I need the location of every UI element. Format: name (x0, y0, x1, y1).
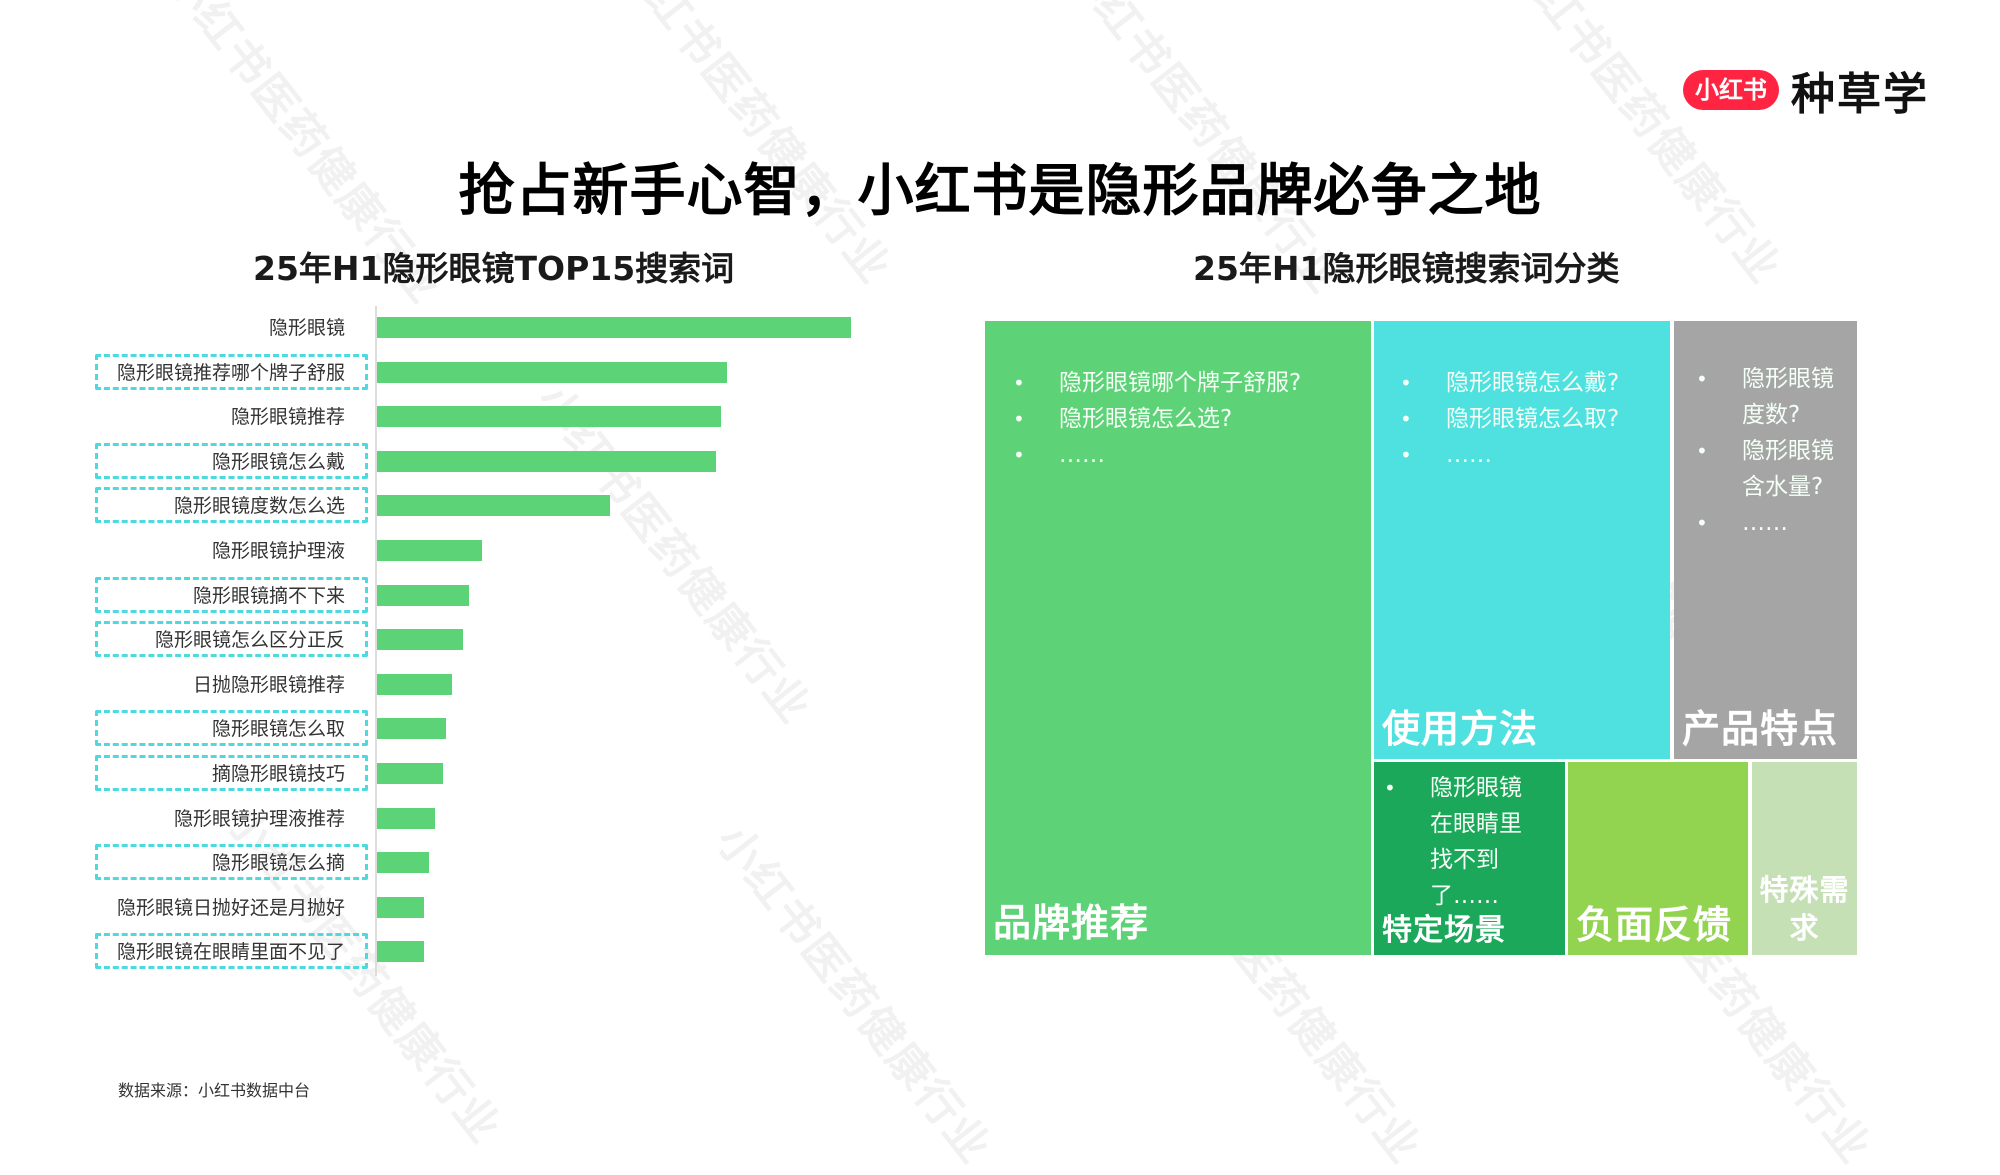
highlight-dashed-box (95, 844, 368, 881)
bar (377, 361, 727, 383)
bar-row: 隐形眼镜怎么摘 (90, 841, 890, 886)
tile-label: 负面反馈 (1576, 903, 1733, 947)
usage-examples: 隐形眼镜怎么戴? 隐形眼镜怎么取? …… (1400, 365, 1619, 473)
bar (377, 540, 482, 561)
logo-text: 种草学 (1791, 69, 1929, 120)
bar-row: 隐形眼镜怎么取 (90, 707, 890, 752)
bar-row: 日抛隐形眼镜推荐 (90, 663, 890, 708)
highlight-dashed-box (95, 621, 368, 658)
xiaohongshu-badge: 小红书 (1683, 70, 1779, 110)
bar-row: 隐形眼镜怎么区分正反 (90, 618, 890, 663)
treemap-tile-usage: 隐形眼镜怎么戴? 隐形眼镜怎么取? …… 使用方法 (1374, 321, 1670, 759)
treemap-tile-negative: 负面反馈 (1568, 762, 1748, 955)
bar-label: 隐形眼镜怎么摘 (211, 852, 345, 875)
example-item: 隐形眼镜度数? (1696, 361, 1842, 433)
brand-examples: 隐形眼镜哪个牌子舒服? 隐形眼镜怎么选? …… (1013, 365, 1301, 473)
treemap-tile-feature: 隐形眼镜度数? 隐形眼镜含水量? …… 产品特点 (1674, 321, 1857, 759)
brand-logo: 小红书 种草学 (1683, 58, 1929, 122)
highlight-dashed-box (95, 576, 368, 613)
bar (377, 450, 716, 472)
bar-row: 隐形眼镜摘不下来 (90, 574, 890, 619)
bar-label: 隐形眼镜日抛好还是月抛好 (116, 896, 345, 919)
data-source-note: 数据来源：小红书数据中台 (118, 1081, 311, 1100)
example-item: 隐形眼镜含水量? (1696, 433, 1842, 505)
bar-row: 隐形眼镜推荐哪个牌子舒服 (90, 351, 890, 396)
treemap-tile-scene: 隐形眼镜在眼睛里找不到了…… 特定场景 (1374, 762, 1565, 955)
bar-row: 隐形眼镜护理液 (90, 529, 890, 574)
bar (377, 406, 721, 428)
bar-label: 日抛隐形眼镜推荐 (192, 673, 345, 696)
bar-row: 隐形眼镜推荐 (90, 395, 890, 440)
bar-label: 隐形眼镜推荐 (230, 406, 345, 429)
example-item: 隐形眼镜哪个牌子舒服? (1013, 365, 1301, 401)
tile-label: 特殊需求 (1759, 873, 1850, 945)
bar-label: 摘隐形眼镜技巧 (211, 763, 345, 785)
category-axis (375, 306, 377, 976)
tile-label: 产品特点 (1682, 707, 1839, 751)
feature-examples: 隐形眼镜度数? 隐形眼镜含水量? …… (1696, 361, 1842, 541)
bar (377, 495, 610, 517)
highlight-dashed-box (95, 933, 368, 970)
bar-row: 摘隐形眼镜技巧 (90, 752, 890, 797)
bar (377, 317, 851, 338)
example-item: 隐形眼镜怎么选? (1013, 401, 1301, 437)
tile-label: 特定场景 (1382, 913, 1506, 948)
highlight-dashed-box (95, 487, 368, 524)
page-title: 抢占新手心智，小红书是隐形品牌必争之地 (458, 159, 1542, 224)
bar (377, 941, 424, 963)
scene-examples: 隐形眼镜在眼睛里找不到了…… (1384, 770, 1540, 914)
bar (377, 896, 424, 918)
example-item: 隐形眼镜怎么戴? (1400, 365, 1619, 401)
treemap-tile-brand: 隐形眼镜哪个牌子舒服? 隐形眼镜怎么选? …… 品牌推荐 (985, 321, 1371, 955)
search-terms-bar-chart: 隐形眼镜 隐形眼镜推荐哪个牌子舒服 隐形眼镜推荐 隐形眼镜怎么戴 隐形眼镜度数怎么选 隐形… (90, 306, 890, 976)
example-item: …… (1013, 437, 1301, 473)
bar-row: 隐形眼镜日抛好还是月抛好 (90, 886, 890, 931)
bar-row: 隐形眼镜护理液推荐 (90, 797, 890, 842)
bar (377, 673, 452, 695)
bar-label: 隐形眼镜护理液推荐 (173, 807, 345, 830)
highlight-dashed-box (95, 353, 368, 390)
bar (377, 852, 429, 874)
highlight-dashed-box (95, 710, 368, 747)
example-item: 隐形眼镜怎么取? (1400, 401, 1619, 437)
bar (377, 807, 435, 829)
bar-chart-title: 25年H1隐形眼镜TOP15搜索词 (253, 249, 735, 288)
bar-label: 隐形眼镜怎么区分正反 (154, 629, 345, 652)
bar-label: 隐形眼镜摘不下来 (192, 584, 345, 607)
bar-row: 隐形眼镜怎么戴 (90, 440, 890, 485)
bar-label: 隐形眼镜度数怎么选 (173, 495, 345, 518)
highlight-dashed-box (95, 442, 368, 479)
bar-label: 隐形眼镜推荐哪个牌子舒服 (116, 361, 345, 384)
bar-row: 隐形眼镜度数怎么选 (90, 484, 890, 529)
search-category-treemap: 隐形眼镜哪个牌子舒服? 隐形眼镜怎么选? …… 品牌推荐 隐形眼镜怎么戴? 隐形… (985, 321, 1857, 955)
treemap-title: 25年H1隐形眼镜搜索词分类 (1193, 249, 1620, 288)
bar (377, 629, 463, 651)
bar-label: 隐形眼镜护理液 (211, 540, 345, 562)
bar-label: 隐形眼镜 (268, 317, 345, 339)
bar-label: 隐形眼镜怎么取 (211, 718, 345, 741)
tile-label: 使用方法 (1382, 707, 1539, 751)
example-item: 隐形眼镜在眼睛里找不到了…… (1384, 770, 1540, 914)
bar-label: 隐形眼镜怎么戴 (211, 450, 345, 473)
bar (377, 584, 469, 606)
bar-row: 隐形眼镜在眼睛里面不见了 (90, 930, 890, 975)
bar-label: 隐形眼镜在眼睛里面不见了 (116, 941, 345, 964)
bar (377, 763, 443, 784)
example-item: …… (1696, 505, 1842, 541)
bar-row: 隐形眼镜 (90, 306, 890, 351)
highlight-dashed-box (95, 755, 368, 791)
bar (377, 718, 446, 740)
tile-label: 品牌推荐 (993, 901, 1150, 945)
example-item: …… (1400, 437, 1619, 473)
treemap-tile-special: 特殊需求 (1752, 762, 1857, 955)
